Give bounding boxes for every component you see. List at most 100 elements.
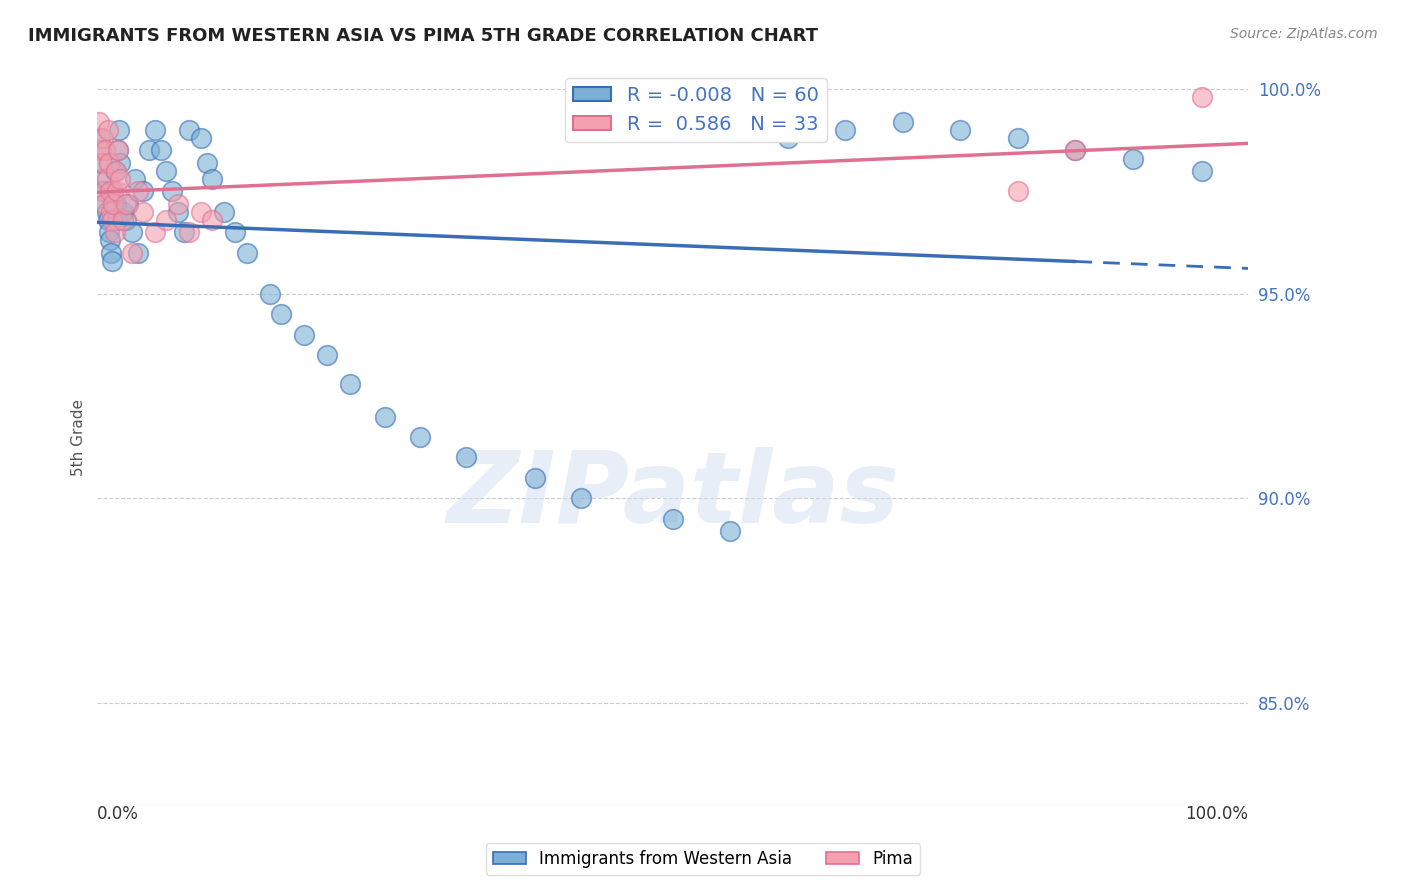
Pima [93, 196, 115, 211]
Pima [1191, 90, 1213, 104]
Immigrants from Western Asia [111, 204, 134, 219]
Immigrants from Western Asia [103, 185, 125, 199]
Immigrants from Western Asia [127, 245, 149, 260]
Immigrants from Western Asia [94, 196, 117, 211]
Immigrants from Western Asia [132, 185, 155, 199]
Immigrants from Western Asia [454, 450, 477, 465]
Pima [98, 185, 121, 199]
Pima [179, 225, 201, 239]
Pima [105, 185, 128, 199]
Immigrants from Western Asia [100, 245, 122, 260]
Text: 100.0%: 100.0% [1185, 805, 1249, 823]
Immigrants from Western Asia [201, 172, 224, 186]
Immigrants from Western Asia [167, 204, 190, 219]
Pima [91, 185, 114, 199]
Immigrants from Western Asia [155, 164, 177, 178]
Immigrants from Western Asia [316, 348, 339, 362]
Pima [127, 185, 149, 199]
Immigrants from Western Asia [89, 131, 111, 145]
Immigrants from Western Asia [1064, 144, 1087, 158]
Pima [132, 204, 155, 219]
Pima [97, 123, 120, 137]
Immigrants from Western Asia [160, 185, 183, 199]
Immigrants from Western Asia [949, 123, 972, 137]
Immigrants from Western Asia [294, 327, 316, 342]
Pima [89, 144, 111, 158]
Immigrants from Western Asia [224, 225, 246, 239]
Immigrants from Western Asia [173, 225, 195, 239]
Pima [110, 172, 132, 186]
Immigrants from Western Asia [1191, 164, 1213, 178]
Pima [104, 164, 127, 178]
Text: ZIPatlas: ZIPatlas [446, 448, 900, 544]
Pima [115, 196, 138, 211]
Immigrants from Western Asia [104, 164, 127, 178]
Pima [107, 144, 129, 158]
Pima [167, 196, 190, 211]
Immigrants from Western Asia [190, 131, 212, 145]
Immigrants from Western Asia [179, 123, 201, 137]
Immigrants from Western Asia [259, 286, 281, 301]
Pima [111, 213, 134, 227]
Pima [143, 225, 166, 239]
Pima [104, 225, 127, 239]
Immigrants from Western Asia [97, 225, 120, 239]
Text: 0.0%: 0.0% [97, 805, 139, 823]
Immigrants from Western Asia [101, 254, 124, 268]
Immigrants from Western Asia [195, 155, 218, 169]
Immigrants from Western Asia [105, 213, 128, 227]
Immigrants from Western Asia [107, 144, 129, 158]
Immigrants from Western Asia [143, 123, 166, 137]
Pima [87, 114, 110, 128]
Pima [121, 245, 143, 260]
Legend: Immigrants from Western Asia, Pima: Immigrants from Western Asia, Pima [486, 844, 920, 875]
Immigrants from Western Asia [138, 144, 160, 158]
Immigrants from Western Asia [96, 204, 118, 219]
Pima [1064, 144, 1087, 158]
Pima [201, 213, 224, 227]
Legend: R = -0.008   N = 60, R =  0.586   N = 33: R = -0.008 N = 60, R = 0.586 N = 33 [565, 78, 827, 142]
Immigrants from Western Asia [270, 307, 292, 321]
Immigrants from Western Asia [212, 204, 235, 219]
Pima [190, 204, 212, 219]
Text: IMMIGRANTS FROM WESTERN ASIA VS PIMA 5TH GRADE CORRELATION CHART: IMMIGRANTS FROM WESTERN ASIA VS PIMA 5TH… [28, 27, 818, 45]
Pima [155, 213, 177, 227]
Immigrants from Western Asia [408, 430, 430, 444]
Immigrants from Western Asia [104, 196, 127, 211]
Immigrants from Western Asia [93, 185, 115, 199]
Text: Source: ZipAtlas.com: Source: ZipAtlas.com [1230, 27, 1378, 41]
Immigrants from Western Asia [97, 213, 120, 227]
Pima [1007, 185, 1029, 199]
Y-axis label: 5th Grade: 5th Grade [72, 399, 86, 475]
Immigrants from Western Asia [91, 155, 114, 169]
Immigrants from Western Asia [374, 409, 396, 424]
Pima [100, 204, 122, 219]
Immigrants from Western Asia [108, 123, 131, 137]
Pima [101, 213, 124, 227]
Pima [91, 131, 114, 145]
Pima [90, 155, 112, 169]
Immigrants from Western Asia [834, 123, 856, 137]
Pima [103, 196, 125, 211]
Immigrants from Western Asia [117, 196, 139, 211]
Immigrants from Western Asia [110, 155, 132, 169]
Immigrants from Western Asia [91, 172, 114, 186]
Immigrants from Western Asia [339, 376, 361, 391]
Immigrants from Western Asia [776, 131, 799, 145]
Immigrants from Western Asia [149, 144, 172, 158]
Immigrants from Western Asia [1007, 131, 1029, 145]
Immigrants from Western Asia [121, 225, 143, 239]
Immigrants from Western Asia [569, 491, 592, 506]
Pima [97, 155, 120, 169]
Immigrants from Western Asia [115, 213, 138, 227]
Pima [94, 144, 117, 158]
Immigrants from Western Asia [891, 114, 914, 128]
Immigrants from Western Asia [523, 471, 546, 485]
Immigrants from Western Asia [718, 524, 741, 538]
Immigrants from Western Asia [1122, 152, 1144, 166]
Immigrants from Western Asia [98, 234, 121, 248]
Immigrants from Western Asia [90, 144, 112, 158]
Immigrants from Western Asia [661, 512, 683, 526]
Pima [96, 172, 118, 186]
Immigrants from Western Asia [236, 245, 259, 260]
